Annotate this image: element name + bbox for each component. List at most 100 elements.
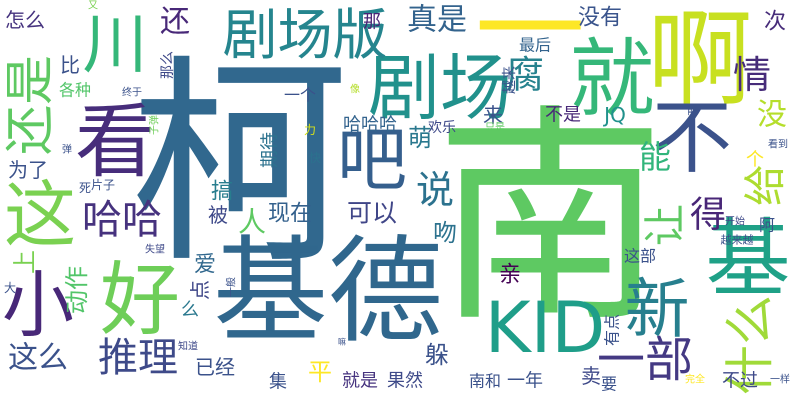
word: 力 xyxy=(304,123,316,137)
word: 现在 xyxy=(268,202,312,227)
word: 各种 xyxy=(59,81,91,100)
word: 果然 xyxy=(387,371,423,392)
word: 又 xyxy=(88,0,98,12)
word: 次 xyxy=(764,10,786,35)
word: 川 xyxy=(82,8,147,83)
word: 看到 xyxy=(768,138,788,151)
word: 个 xyxy=(746,150,764,171)
word: 这么 xyxy=(8,341,68,376)
word: 越来 xyxy=(502,66,518,94)
word: 一个 xyxy=(284,86,316,105)
word: 要 xyxy=(601,375,617,394)
word: 一样 xyxy=(770,373,790,386)
word: 腐 xyxy=(506,53,544,97)
word: 点 xyxy=(188,280,212,300)
word: 就 xyxy=(569,31,654,130)
word: 哈哈哈 xyxy=(343,115,397,136)
word: 什么 xyxy=(721,295,779,395)
word: 弹 xyxy=(62,143,72,156)
word: 子弹 xyxy=(148,115,161,135)
word: 南 xyxy=(435,87,665,354)
word: 小 xyxy=(2,263,74,347)
word: 已经 xyxy=(195,355,235,379)
word: 阿 xyxy=(759,216,775,235)
word: 得 xyxy=(690,195,726,236)
word: 给 xyxy=(741,164,790,206)
word: 失望 xyxy=(145,243,165,256)
word: 欢乐 xyxy=(428,120,456,136)
word: 亲 xyxy=(499,263,521,288)
word: 比 xyxy=(60,53,80,77)
word: 人 xyxy=(238,206,266,239)
word: 越来越 xyxy=(721,233,754,247)
word: 能 xyxy=(639,138,671,176)
word: 完全 xyxy=(685,373,705,386)
word: 不是 xyxy=(545,105,581,126)
word: 说 xyxy=(416,168,454,212)
word: 看 xyxy=(75,96,155,189)
word: 搞 xyxy=(211,180,233,205)
word: 期待 xyxy=(260,132,281,168)
word: 好 xyxy=(100,254,180,347)
word: 快 xyxy=(309,151,321,165)
word: 那么 xyxy=(160,51,176,79)
word: 死 xyxy=(79,181,91,195)
word: 不过 xyxy=(722,371,758,392)
word: 躲 xyxy=(425,341,449,369)
word: 啊 xyxy=(647,0,752,121)
word: 吧 xyxy=(337,119,407,201)
word: 柯 xyxy=(130,37,350,293)
word: 那 xyxy=(363,12,381,33)
word: 让 xyxy=(641,204,690,246)
word: 可以 xyxy=(347,199,397,228)
word: 情 xyxy=(733,53,771,97)
word: 还是 xyxy=(1,55,59,155)
word: 被 xyxy=(208,203,228,227)
word: 不 xyxy=(652,92,732,185)
word: 剧场版 xyxy=(222,3,387,67)
word: 怎么 xyxy=(5,8,45,32)
word: 平 xyxy=(308,358,332,386)
word: 最后 xyxy=(519,36,551,55)
word: 一 xyxy=(475,0,585,94)
word: 来 xyxy=(483,103,503,127)
word: 哈哈 xyxy=(82,197,162,243)
word: 上 xyxy=(11,250,39,274)
word: 终于 xyxy=(122,86,142,99)
word: 一般 xyxy=(225,277,238,297)
word: 像 xyxy=(350,84,360,96)
word: 动作 xyxy=(63,266,91,314)
word: 剧场 xyxy=(368,46,512,130)
word: 片子 xyxy=(91,178,115,192)
word: 推理 xyxy=(98,335,178,381)
word: 没 xyxy=(757,98,787,133)
word: 只是 xyxy=(485,122,505,134)
word: 嘛 xyxy=(338,337,346,347)
word: 新 xyxy=(624,273,689,348)
word: 爱 xyxy=(194,253,216,278)
word: 开始 xyxy=(725,215,745,228)
word: 还 xyxy=(160,5,190,40)
word: 大 xyxy=(4,281,16,295)
word: 知道 xyxy=(178,340,198,353)
word: 基德 xyxy=(213,225,443,359)
word: 萌 xyxy=(408,124,432,152)
word: 集 xyxy=(269,372,287,393)
word: 前 xyxy=(687,105,697,118)
word: KID xyxy=(485,287,605,369)
word: 就是 xyxy=(342,371,378,392)
word: 一部 xyxy=(597,332,693,388)
word: 这部 xyxy=(624,247,656,266)
word: JQ xyxy=(602,103,626,127)
word: 为了 xyxy=(8,158,48,182)
word: 基 xyxy=(705,211,790,310)
word: 真是 xyxy=(407,3,467,38)
word: 有点 xyxy=(603,314,622,346)
word: 卖 xyxy=(581,364,601,388)
word: 么 xyxy=(181,300,199,321)
word: 南和 xyxy=(469,372,501,391)
word: 吻 xyxy=(433,219,457,247)
word: 一年 xyxy=(507,371,543,392)
word: 这 xyxy=(4,173,76,257)
